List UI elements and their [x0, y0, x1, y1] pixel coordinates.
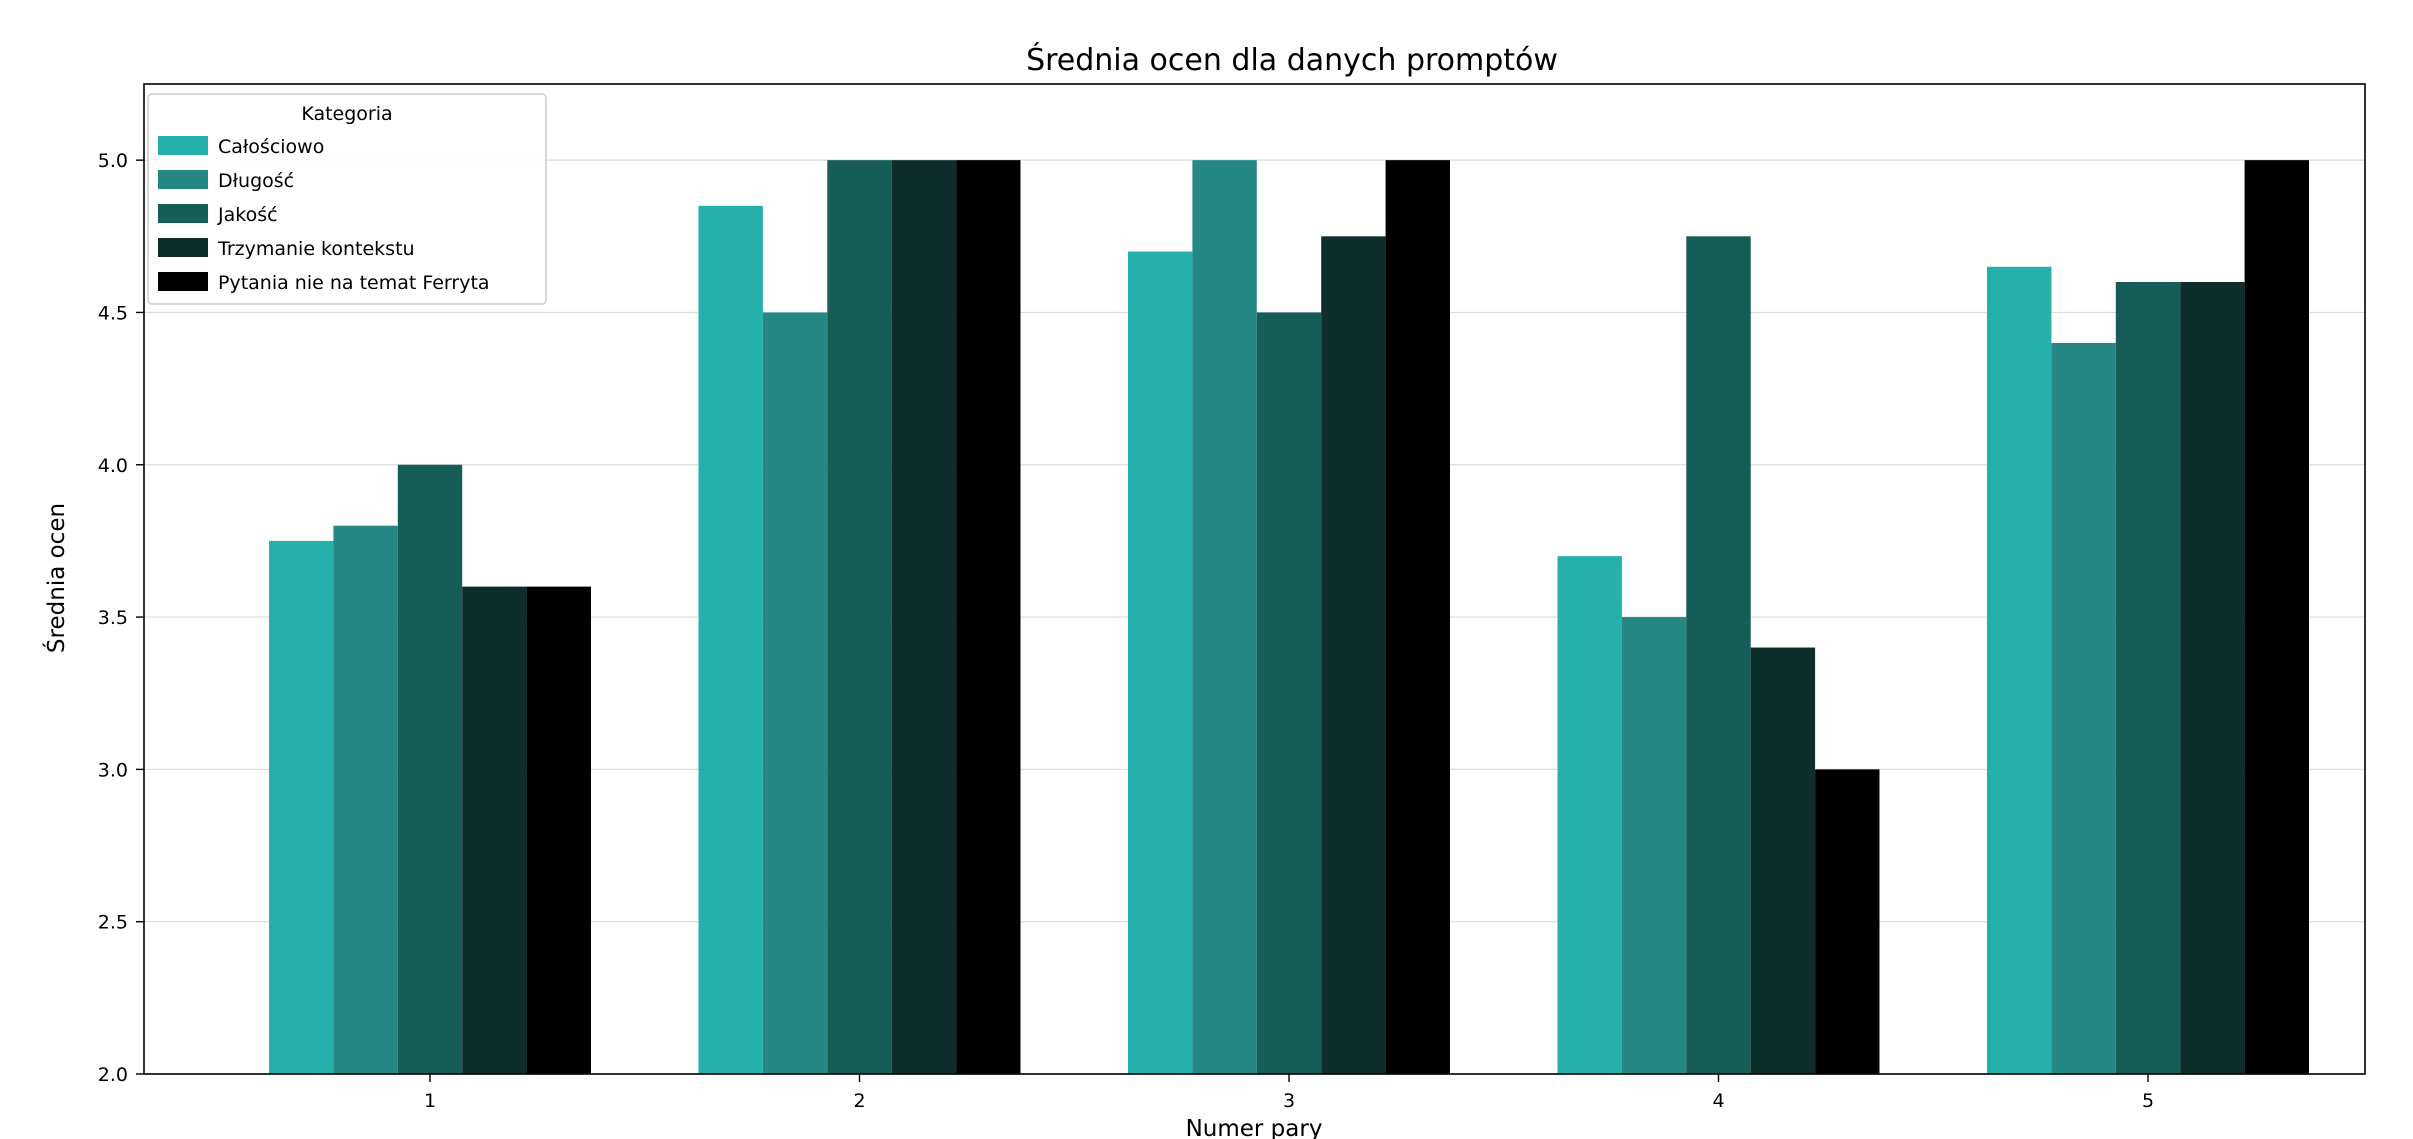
y-tick-label: 5.0	[98, 150, 128, 172]
x-tick-label: 4	[1712, 1090, 1724, 1112]
bar	[2051, 342, 2116, 1074]
y-tick-label: 2.0	[98, 1064, 128, 1086]
y-ticks: 2.0 2.5 3.0 3.5 4.0 4.5 5.0	[98, 150, 144, 1086]
legend-swatch	[158, 272, 208, 291]
bar	[891, 160, 957, 1075]
bar	[269, 540, 334, 1074]
bar	[1686, 236, 1751, 1075]
y-axis-label: Średnia ocen	[42, 503, 70, 653]
bar	[526, 586, 591, 1074]
legend-swatch	[158, 238, 208, 257]
x-tick-label: 3	[1283, 1090, 1295, 1112]
legend-swatch	[158, 170, 208, 189]
legend-label: Pytania nie na temat Ferryta	[218, 272, 490, 294]
legend-label: Długość	[218, 170, 294, 192]
chart-title: Średnia ocen dla danych promptów	[1026, 41, 1558, 78]
bar	[1192, 160, 1257, 1075]
y-tick-label: 3.0	[98, 759, 128, 781]
x-tick-label: 2	[853, 1090, 865, 1112]
x-tick-label: 5	[2142, 1090, 2154, 1112]
y-tick-label: 3.5	[98, 607, 128, 629]
legend-label: Trzymanie kontekstu	[217, 238, 415, 260]
bar	[1128, 251, 1193, 1075]
bar	[1321, 236, 1386, 1075]
legend-items: Całościowo Długość Jakość Trzymanie konteks…	[158, 136, 490, 294]
legend-swatch	[158, 204, 208, 223]
bar	[1256, 312, 1322, 1074]
bar	[1621, 617, 1687, 1074]
bar	[1385, 160, 1450, 1075]
x-tick-label: 1	[424, 1090, 436, 1112]
y-tick-label: 4.0	[98, 455, 128, 477]
bar	[2180, 282, 2245, 1074]
bar	[762, 312, 828, 1074]
bar	[1557, 556, 1622, 1074]
x-axis-label: Numer pary	[1186, 1116, 1323, 1139]
bar	[2244, 160, 2309, 1075]
legend-title: Kategoria	[301, 103, 392, 125]
y-tick-label: 2.5	[98, 912, 128, 934]
x-ticks: 1 2 3 4 5	[424, 1074, 2154, 1112]
bar	[698, 205, 763, 1074]
bar	[1815, 769, 1880, 1074]
bar	[1987, 266, 2052, 1074]
legend-swatch	[158, 136, 208, 155]
plot-frame	[143, 83, 2366, 1075]
bar	[333, 525, 398, 1074]
legend-label: Jakość	[217, 204, 278, 226]
legend-label: Całościowo	[218, 136, 324, 158]
bar	[397, 464, 463, 1074]
bar	[2115, 282, 2181, 1074]
bar	[956, 160, 1021, 1075]
bar	[1750, 647, 1816, 1074]
bars	[269, 160, 2309, 1075]
legend: Kategoria Całościowo Długość Jakość Trzyman…	[147, 93, 547, 305]
bar	[827, 160, 892, 1075]
bar	[462, 586, 527, 1074]
legend-box	[147, 93, 547, 305]
y-tick-label: 4.5	[98, 302, 128, 324]
